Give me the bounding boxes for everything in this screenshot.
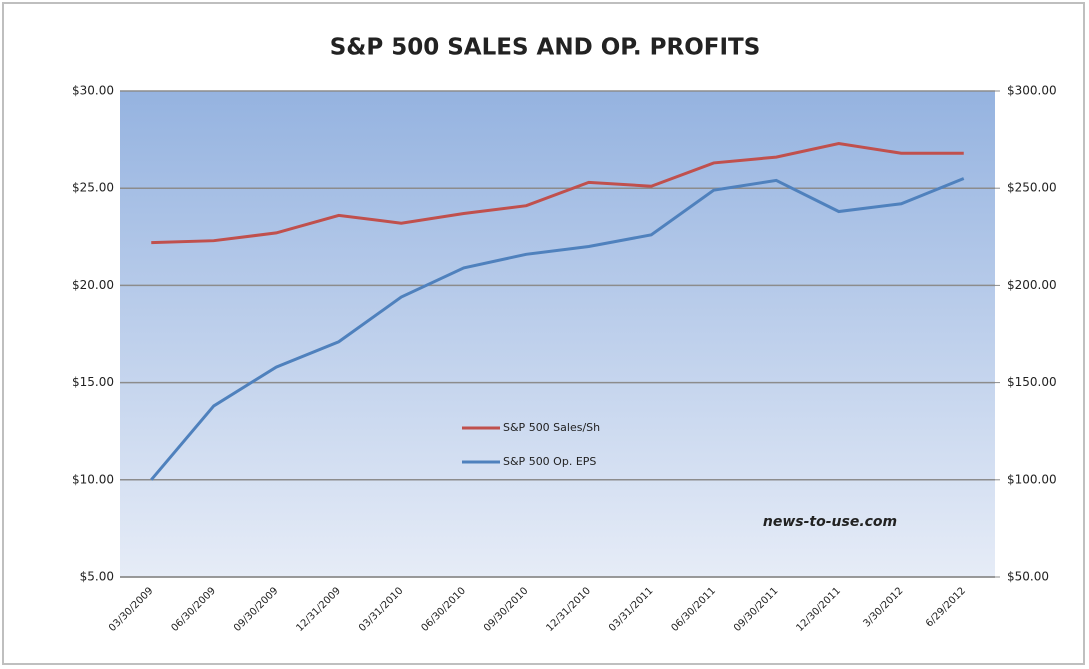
y-tick-label: $10.00 — [72, 472, 114, 486]
y-tick-label: $15.00 — [72, 375, 114, 389]
plot-area — [120, 91, 995, 577]
series-line — [151, 141, 964, 245]
y2-tick-label: $100.00 — [1007, 472, 1057, 486]
legend-label: S&P 500 Sales/Sh — [503, 421, 600, 434]
y-tick-label: $25.00 — [72, 181, 114, 195]
series-line — [150, 177, 965, 481]
y2-tick-label: $150.00 — [1007, 375, 1057, 389]
annotation: news-to-use.com — [763, 514, 897, 530]
legend-label: S&P 500 Op. EPS — [503, 455, 596, 468]
chart-title: S&P 500 SALES AND OP. PROFITS — [330, 35, 761, 61]
y2-tick-label: $50.00 — [1007, 570, 1049, 584]
y2-tick-label: $300.00 — [1007, 84, 1057, 98]
y-tick-label: $5.00 — [80, 570, 114, 584]
y-tick-label: $30.00 — [72, 84, 114, 98]
y-tick-label: $20.00 — [72, 278, 114, 292]
y2-tick-label: $200.00 — [1007, 278, 1057, 292]
y2-tick-label: $250.00 — [1007, 181, 1057, 195]
